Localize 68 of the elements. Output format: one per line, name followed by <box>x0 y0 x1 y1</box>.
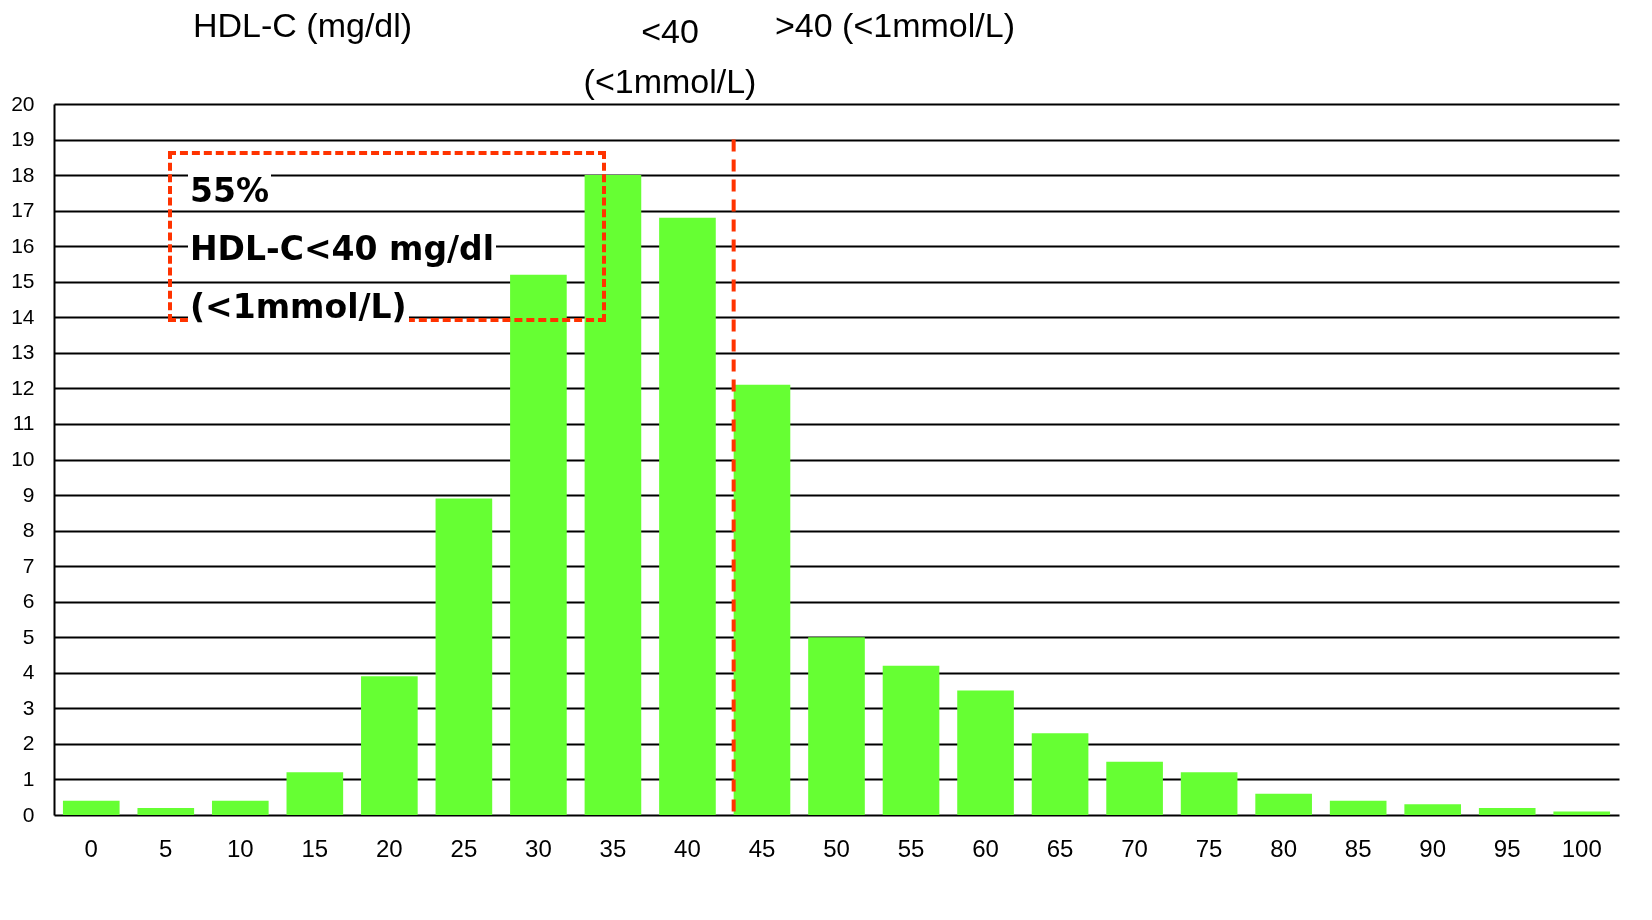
x-tick-label: 60 <box>972 834 999 862</box>
bar <box>1329 800 1387 815</box>
y-tick-label: 17 <box>11 198 35 222</box>
bar <box>1553 811 1611 815</box>
y-tick-label: 2 <box>22 731 35 755</box>
text: >40 (<1mmol/L) <box>775 6 1015 45</box>
y-tick-label: 3 <box>22 695 35 719</box>
y-tick-label: 8 <box>22 518 35 542</box>
y-tick-label: 14 <box>11 304 35 328</box>
x-tick-label: 30 <box>525 834 552 862</box>
bar <box>361 676 418 815</box>
y-tick-label: 16 <box>11 233 35 257</box>
text: <40 (<1mmol/L) <box>583 12 757 100</box>
bar <box>137 807 195 815</box>
bar <box>62 800 120 815</box>
y-tick-label: 12 <box>11 375 35 399</box>
annotation: HDL-C<40 mg/dl <box>188 229 497 268</box>
y-tick-label: 18 <box>11 162 35 186</box>
x-tick-label: 15 <box>301 834 329 862</box>
x-tick-label: 70 <box>1121 834 1148 862</box>
x-tick-label: 80 <box>1270 834 1297 862</box>
x-tick-label: 90 <box>1419 834 1447 862</box>
x-tick-label: 35 <box>599 834 627 862</box>
y-tick-label: 0 <box>22 802 35 826</box>
bar <box>957 690 1014 815</box>
x-tick-label: 75 <box>1195 834 1223 862</box>
y-tick-label: 7 <box>22 553 35 577</box>
y-tick-label: 11 <box>12 411 35 435</box>
bar <box>1478 807 1536 815</box>
x-tick-label: 65 <box>1046 834 1074 862</box>
y-tick-label: 5 <box>22 624 35 648</box>
annotation: 55% <box>188 171 271 210</box>
y-tick-label: 6 <box>22 589 35 613</box>
y-tick-label: 4 <box>22 660 35 684</box>
y-tick-label: 15 <box>11 269 35 293</box>
bar <box>1404 804 1462 815</box>
bar <box>584 175 642 815</box>
bar <box>808 637 865 815</box>
bar <box>510 274 567 815</box>
x-tick-label: 55 <box>897 834 925 862</box>
y-tick-label: 13 <box>11 340 35 364</box>
x-tick-label: 5 <box>159 834 173 862</box>
bar <box>1106 761 1163 815</box>
x-tick-label: 100 <box>1561 834 1602 862</box>
bar <box>1255 793 1312 815</box>
bar <box>882 665 940 815</box>
x-tick-label: 25 <box>450 834 478 862</box>
x-tick-label: 50 <box>823 834 850 862</box>
x-tick-label: 40 <box>674 834 701 862</box>
bar <box>286 772 344 815</box>
y-tick-label: 19 <box>11 127 35 151</box>
x-tick-label: 20 <box>376 834 403 862</box>
bar <box>211 800 269 815</box>
y-tick-label: 9 <box>22 482 35 506</box>
x-tick-label: 0 <box>84 834 98 862</box>
bar <box>1031 733 1089 815</box>
x-tick-label: 45 <box>748 834 776 862</box>
x-tick-label: 10 <box>226 834 254 862</box>
y-tick-label: 10 <box>11 447 35 470</box>
annotation: (<1mmol/L) <box>188 287 409 326</box>
x-tick-label: 85 <box>1344 834 1372 862</box>
y-tick-label: 20 <box>11 91 35 115</box>
bar <box>659 217 716 815</box>
chart-title: HDL-C (mg/dl) <box>193 6 413 45</box>
x-tick-label: 95 <box>1493 834 1521 862</box>
bar <box>1180 772 1238 815</box>
y-tick-label: 1 <box>22 766 35 790</box>
bar <box>435 498 493 815</box>
